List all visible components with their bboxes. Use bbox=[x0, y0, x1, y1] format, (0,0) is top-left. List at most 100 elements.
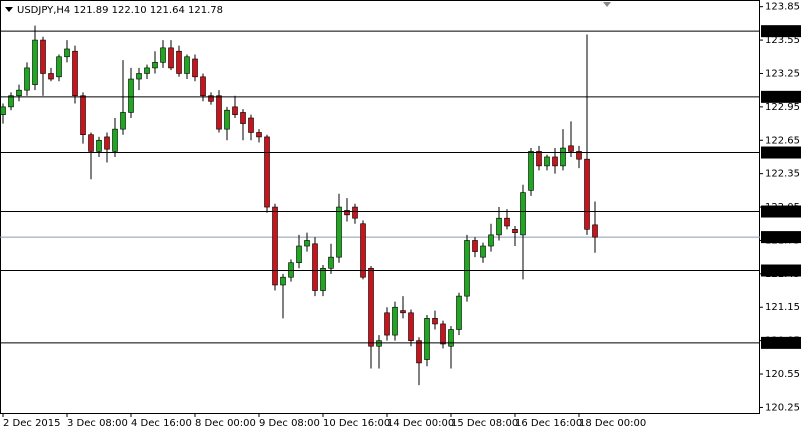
level-line-label: 121.48 bbox=[764, 266, 799, 277]
candle-body bbox=[400, 310, 406, 314]
candle-body bbox=[448, 329, 454, 347]
candle-body bbox=[360, 223, 366, 278]
candle-body bbox=[240, 112, 246, 124]
candle-body bbox=[56, 56, 62, 78]
candle-body bbox=[72, 50, 78, 97]
candle-body bbox=[16, 89, 22, 97]
candle-body bbox=[368, 267, 374, 347]
level-line-box bbox=[761, 146, 801, 159]
candle-body bbox=[48, 73, 54, 80]
candle-body bbox=[280, 276, 286, 286]
candle-body bbox=[264, 136, 270, 208]
candle-body bbox=[88, 134, 94, 152]
candle-body bbox=[552, 156, 558, 167]
candle-body bbox=[64, 48, 70, 58]
level-line-label: 123.63 bbox=[764, 26, 799, 37]
candle-body bbox=[288, 262, 294, 278]
candle-body bbox=[120, 112, 126, 130]
candle-body bbox=[40, 39, 46, 74]
x-tick-label: 14 Dec 00:00 bbox=[387, 418, 454, 429]
candle-body bbox=[440, 323, 446, 345]
x-tick-label: 10 Dec 16:00 bbox=[323, 418, 390, 429]
last-price-line-box bbox=[761, 231, 801, 244]
candle-body bbox=[200, 76, 206, 97]
y-tick-label: 122.35 bbox=[765, 169, 800, 180]
x-tick-label: 8 Dec 00:00 bbox=[195, 418, 256, 429]
candle-body bbox=[528, 151, 534, 191]
candle-body bbox=[176, 50, 182, 74]
candle-body bbox=[568, 145, 574, 152]
candle-body bbox=[480, 245, 486, 258]
menu-arrow[interactable] bbox=[5, 7, 13, 12]
y-tick-label: 120.55 bbox=[765, 369, 800, 380]
candle-body bbox=[392, 306, 398, 336]
candle-body bbox=[8, 95, 14, 108]
last-price-line-label: 121.78 bbox=[764, 232, 799, 243]
candle-body bbox=[352, 206, 358, 219]
level-line-box bbox=[761, 25, 801, 38]
x-tick-label: 15 Dec 08:00 bbox=[451, 418, 518, 429]
candle-body bbox=[432, 318, 438, 325]
candle-body bbox=[192, 58, 198, 78]
x-tick-label: 3 Dec 08:00 bbox=[67, 418, 128, 429]
candle-body bbox=[336, 206, 342, 258]
y-tick-label: 120.25 bbox=[765, 402, 800, 413]
candle-body bbox=[304, 240, 310, 247]
candle-body bbox=[504, 217, 510, 227]
chart-title: USDJPY,H4 121.89 122.10 121.64 121.78 bbox=[17, 5, 223, 16]
candle-body bbox=[96, 139, 102, 152]
candle-body bbox=[408, 312, 414, 341]
x-tick-label: 4 Dec 16:00 bbox=[131, 418, 192, 429]
candle-body bbox=[112, 128, 118, 152]
candle-body bbox=[576, 151, 582, 160]
candle-body bbox=[0, 106, 6, 115]
candle-body bbox=[24, 67, 30, 91]
candle-body bbox=[536, 151, 542, 167]
candle-body bbox=[376, 340, 382, 347]
candle-body bbox=[592, 224, 598, 238]
candle-body bbox=[328, 256, 334, 269]
candle-body bbox=[544, 156, 550, 167]
candle-body bbox=[104, 136, 110, 150]
candle-body bbox=[472, 240, 478, 252]
level-line-box bbox=[761, 90, 801, 103]
candle-body bbox=[296, 245, 302, 264]
candle-body bbox=[312, 243, 318, 291]
candle-body bbox=[488, 234, 494, 247]
x-tick-label: 9 Dec 08:00 bbox=[259, 418, 320, 429]
candle-body bbox=[80, 95, 86, 135]
x-tick-label: 16 Dec 16:00 bbox=[515, 418, 582, 429]
candle-body bbox=[168, 47, 174, 69]
level-line-label: 120.83 bbox=[764, 338, 799, 349]
candle-body bbox=[144, 67, 150, 74]
level-line-box bbox=[761, 336, 801, 349]
y-tick-label: 123.25 bbox=[765, 68, 800, 79]
level-line-label: 122.54 bbox=[764, 148, 799, 159]
candle-body bbox=[128, 78, 134, 113]
y-tick-label: 122.95 bbox=[765, 102, 800, 113]
candle-body bbox=[424, 318, 430, 360]
y-tick-label: 121.15 bbox=[765, 302, 800, 313]
x-tick-label: 18 Dec 00:00 bbox=[579, 418, 646, 429]
candle-body bbox=[560, 147, 566, 167]
candle-body bbox=[208, 95, 214, 102]
candle-body bbox=[256, 132, 262, 138]
candle-body bbox=[160, 47, 166, 63]
candle-body bbox=[248, 117, 254, 133]
candle-body bbox=[416, 340, 422, 364]
candle-body bbox=[344, 210, 350, 216]
level-line-label: 123.04 bbox=[764, 92, 799, 103]
level-line-box bbox=[761, 205, 801, 218]
y-tick-label: 122.65 bbox=[765, 135, 800, 146]
candle-body bbox=[272, 206, 278, 286]
level-line-label: 122.01 bbox=[764, 207, 799, 218]
candle-body bbox=[584, 158, 590, 230]
candle-body bbox=[512, 229, 518, 233]
candle-body bbox=[32, 39, 38, 85]
candle-body bbox=[152, 62, 158, 69]
x-tick-label: 2 Dec 2015 bbox=[3, 418, 61, 429]
candle-body bbox=[184, 56, 190, 74]
level-line-box bbox=[761, 264, 801, 277]
candle-body bbox=[464, 240, 470, 297]
